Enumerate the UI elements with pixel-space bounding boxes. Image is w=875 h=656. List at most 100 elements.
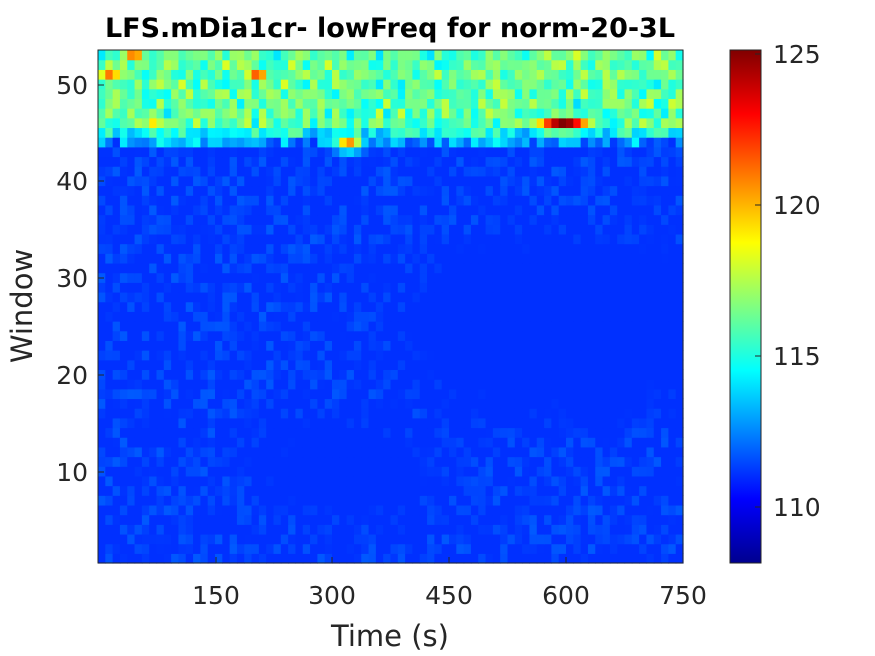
heatmap-cell xyxy=(602,388,611,400)
heatmap-cell xyxy=(485,475,494,487)
heatmap-cell xyxy=(193,301,201,312)
heatmap-cell xyxy=(171,475,180,487)
heatmap-cell xyxy=(529,291,538,303)
heatmap-cell xyxy=(624,88,633,99)
heatmap-cell xyxy=(558,117,567,129)
heatmap-cell xyxy=(317,301,326,312)
heatmap-cell xyxy=(375,485,384,496)
heatmap-cell xyxy=(566,553,574,564)
heatmap-cell xyxy=(609,166,618,177)
heatmap-cell xyxy=(522,224,531,235)
heatmap-cell xyxy=(339,59,348,70)
heatmap-cell xyxy=(544,243,552,254)
heatmap-cell xyxy=(353,301,362,312)
heatmap-cell xyxy=(185,291,194,303)
heatmap-cell xyxy=(668,88,677,99)
heatmap-cell xyxy=(390,466,399,477)
heatmap-cell xyxy=(171,233,180,245)
heatmap-cell xyxy=(412,137,421,148)
heatmap-cell xyxy=(434,553,443,564)
heatmap-cell xyxy=(185,127,194,138)
heatmap-cell xyxy=(295,79,304,90)
heatmap-cell xyxy=(624,253,633,264)
heatmap-cell xyxy=(288,108,297,119)
heatmap-cell xyxy=(361,311,370,322)
heatmap-cell xyxy=(522,340,531,351)
heatmap-cell xyxy=(346,340,355,351)
heatmap-cell xyxy=(668,291,677,303)
heatmap-cell xyxy=(653,88,662,99)
heatmap-cell xyxy=(397,553,406,564)
heatmap-cell xyxy=(507,233,516,245)
heatmap-cell xyxy=(288,262,297,274)
heatmap-cell xyxy=(185,214,194,225)
heatmap-cell xyxy=(449,330,457,341)
heatmap-cell xyxy=(302,224,311,235)
heatmap-cell xyxy=(675,69,684,80)
heatmap-cell xyxy=(112,127,121,138)
heatmap-cell xyxy=(105,369,114,380)
heatmap-cell xyxy=(244,272,253,283)
heatmap-cell xyxy=(98,127,106,138)
heatmap-cell xyxy=(419,146,428,158)
heatmap-cell xyxy=(478,195,487,206)
heatmap-cell xyxy=(653,79,662,90)
heatmap-cell xyxy=(602,543,611,554)
heatmap-cell xyxy=(302,127,311,138)
heatmap-cell xyxy=(587,185,596,196)
heatmap-cell xyxy=(119,330,128,341)
heatmap-cell xyxy=(302,69,311,80)
heatmap-cell xyxy=(639,79,648,90)
heatmap-cell xyxy=(178,175,187,187)
heatmap-cell xyxy=(105,456,114,467)
heatmap-cell xyxy=(134,224,143,235)
heatmap-cell xyxy=(434,156,443,167)
heatmap-cell xyxy=(375,388,384,400)
heatmap-cell xyxy=(434,50,443,61)
heatmap-cell xyxy=(236,233,245,245)
heatmap-cell xyxy=(427,475,435,487)
heatmap-cell xyxy=(463,262,472,274)
heatmap-cell xyxy=(156,59,165,70)
heatmap-cell xyxy=(441,127,450,138)
heatmap-cell xyxy=(251,533,260,545)
heatmap-cell xyxy=(492,340,501,351)
heatmap-cell xyxy=(310,485,318,496)
heatmap-cell xyxy=(339,137,348,148)
heatmap-cell xyxy=(280,253,289,264)
heatmap-cell xyxy=(470,59,479,70)
heatmap-cell xyxy=(566,214,574,225)
heatmap-cell xyxy=(368,495,377,506)
heatmap-cell xyxy=(368,98,377,109)
heatmap-cell xyxy=(141,533,150,545)
heatmap-cell xyxy=(310,446,318,458)
heatmap-cell xyxy=(558,79,567,90)
heatmap-cell xyxy=(324,456,333,467)
heatmap-cell xyxy=(368,504,377,516)
heatmap-cell xyxy=(273,350,282,361)
heatmap-cell xyxy=(470,301,479,312)
heatmap-cell xyxy=(222,175,231,187)
heatmap-cell xyxy=(397,340,406,351)
heatmap-cell xyxy=(258,533,267,545)
heatmap-cell xyxy=(419,475,428,487)
heatmap-cell xyxy=(273,321,282,332)
heatmap-cell xyxy=(609,233,618,245)
heatmap-cell xyxy=(193,272,201,283)
heatmap-cell xyxy=(310,50,318,61)
heatmap-cell xyxy=(624,485,633,496)
heatmap-cell xyxy=(361,321,370,332)
heatmap-cell xyxy=(639,475,648,487)
heatmap-cell xyxy=(141,146,150,158)
heatmap-cell xyxy=(397,514,406,525)
heatmap-cell xyxy=(258,369,267,380)
heatmap-cell xyxy=(302,98,311,109)
heatmap-cell xyxy=(302,301,311,312)
heatmap-cell xyxy=(193,350,201,361)
heatmap-cell xyxy=(215,272,223,283)
heatmap-cell xyxy=(463,427,472,438)
heatmap-cell xyxy=(675,533,684,545)
heatmap-cell xyxy=(485,379,494,390)
heatmap-cell xyxy=(215,379,223,390)
heatmap-cell xyxy=(551,437,560,448)
